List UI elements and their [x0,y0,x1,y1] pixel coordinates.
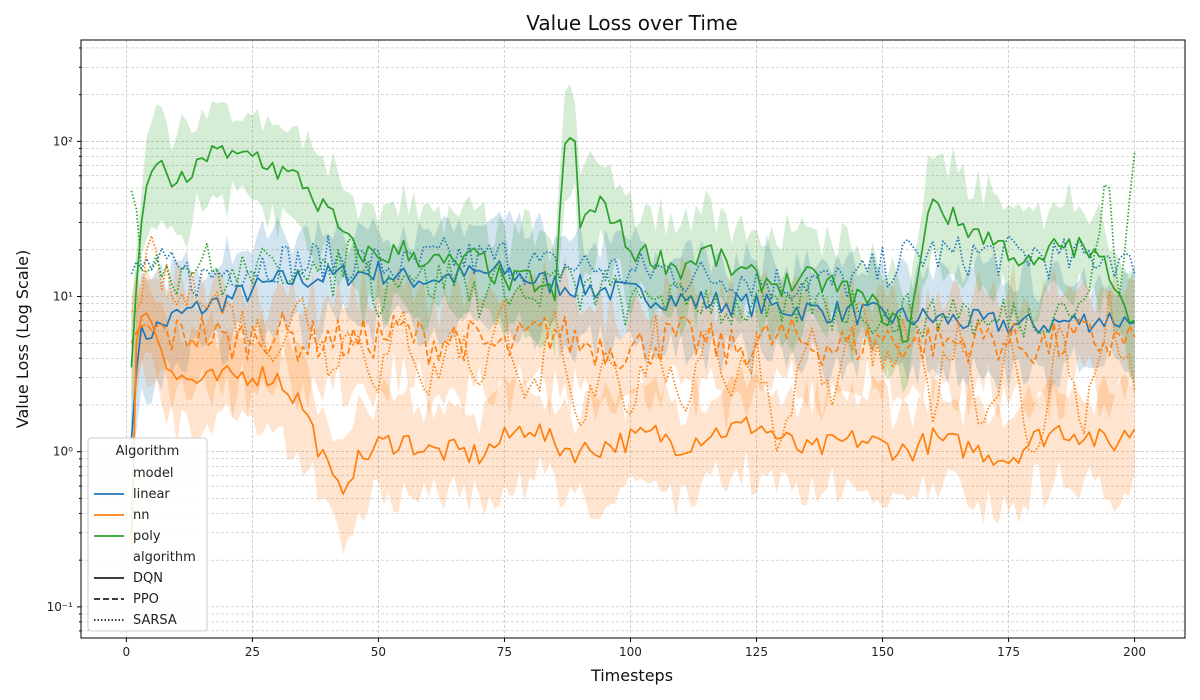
line-nn-ppo [130,311,1136,370]
legend-heading: algorithm [133,550,196,565]
y-tick-label: 10¹ [53,290,73,304]
x-tick-label: 100 [619,645,642,659]
band-nn-dqn [131,275,1135,593]
x-axis: 0 25 50 75 100 125 150 175 200 [123,638,1146,659]
x-axis-label: Timesteps [590,666,673,685]
line-linear-dqn [130,260,1135,440]
legend-heading: model [133,466,173,481]
legend-entry: SARSA [133,613,177,628]
x-tick-label: 200 [1123,645,1146,659]
x-tick-label: 75 [497,645,512,659]
series-lines [130,137,1136,546]
legend-entry: DQN [133,571,163,586]
line-nn-sarsa [131,235,1136,454]
x-tick-label: 0 [123,645,131,659]
legend-entry: linear [133,487,170,502]
legend-entry: nn [133,508,149,523]
legend: Algorithm model linear nn poly algorithm DQN PP… [87,437,208,632]
y-axis-label: Value Loss (Log Scale) [13,250,32,428]
line-poly-dqn [130,137,1135,368]
x-tick-label: 25 [245,645,260,659]
y-tick-label: 10⁻¹ [47,600,74,614]
x-tick-label: 150 [871,645,894,659]
y-tick-label: 10² [53,134,73,148]
x-tick-label: 50 [371,645,386,659]
legend-entry: PPO [133,592,159,607]
line-linear-sarsa [130,234,1136,301]
line-nn-dqn [130,312,1136,546]
x-tick-label: 125 [745,645,768,659]
chart-title: Value Loss over Time [526,11,737,35]
plot-frame [80,39,1186,639]
y-tick-label: 10⁰ [53,445,73,459]
legend-entry: poly [133,529,161,544]
legend-box [87,437,208,632]
legend-title: Algorithm [116,444,180,459]
x-tick-label: 175 [997,645,1020,659]
y-axis: 10⁻¹ 10⁰ 10¹ 10² [47,47,81,632]
